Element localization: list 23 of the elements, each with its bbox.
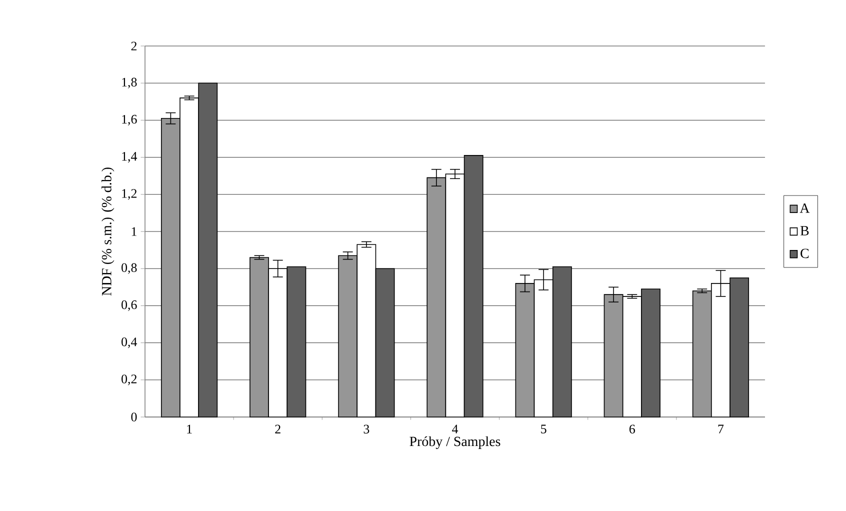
y-tick-label: 0,2 [122,374,137,386]
x-tick-label: 2 [275,424,280,434]
y-tick-label: 1,2 [122,189,137,200]
y-tick-label: 1,8 [122,78,137,88]
x-tick-label: 6 [629,424,635,434]
x-tick-label: 7 [718,424,724,434]
legend-label: B [800,226,809,236]
y-tick-label: 0 [131,412,137,422]
x-tick-label: 4 [452,424,458,434]
y-tick-label: 0,6 [122,300,137,312]
y-tick-label: 0,4 [122,338,138,348]
y-tick-label: 0,8 [122,263,137,274]
x-axis-title: Próby / Samples [410,436,500,450]
y-axis-title: NDF (% s.m.) (% d.b.) [102,168,114,296]
y-tick-label: 1,4 [122,152,138,163]
y-tick-label: 2 [131,42,137,50]
legend-label: A [800,204,810,213]
legend-label: C [800,248,809,258]
x-tick-label: 3 [364,424,370,434]
x-tick-label: 1 [187,424,192,434]
y-tick-label: 1 [132,227,136,236]
x-tick-label: 5 [541,424,546,434]
y-tick-label: 1,6 [122,114,137,126]
